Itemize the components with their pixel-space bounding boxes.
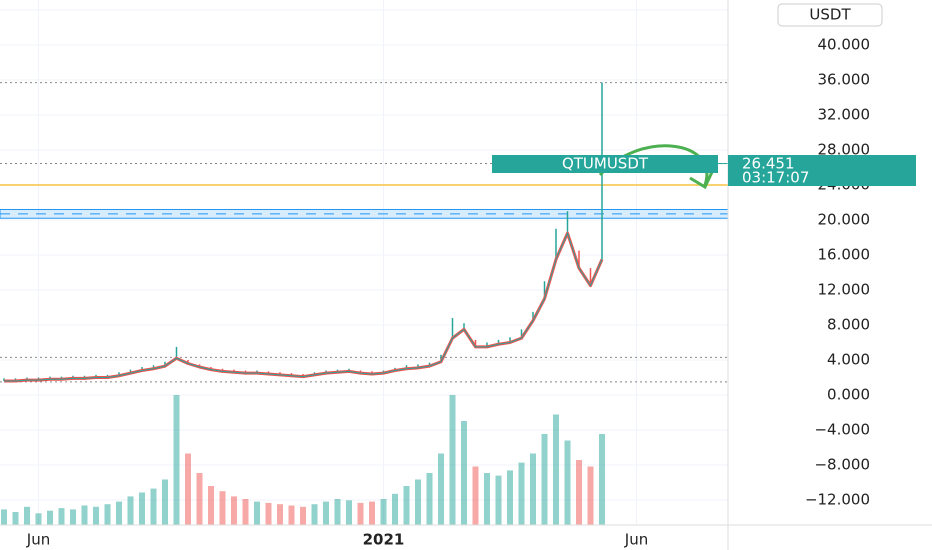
volume-bar [507, 470, 513, 525]
y-tick-label: 40.000 [818, 36, 871, 54]
volume-bar [380, 499, 387, 525]
volume-bar [449, 395, 456, 525]
volume-bar [231, 496, 237, 525]
y-tick-label: 28.000 [818, 141, 871, 159]
volume-bar [530, 453, 536, 525]
volume-bar [173, 395, 180, 525]
volume-bar [426, 473, 433, 525]
currency-label: USDT [809, 6, 851, 24]
y-tick-label: 36.000 [818, 71, 871, 89]
volume-bar [518, 462, 525, 525]
y-tick-label: −12.000 [805, 491, 870, 509]
y-tick-label: 16.000 [818, 246, 871, 264]
volume-bar [70, 509, 76, 525]
close-line-inner [4, 231, 603, 382]
volume-bar [208, 486, 214, 525]
volume-bar [242, 499, 249, 525]
volume-bar [311, 504, 318, 525]
volume-bar [185, 453, 191, 525]
last-price: 26.451 [742, 155, 795, 173]
volume-bar [58, 508, 65, 525]
volume-bar [392, 493, 398, 525]
volume-bar [139, 492, 145, 525]
volume-bar [104, 504, 111, 525]
symbol-label-box [492, 155, 718, 173]
volume-bar [254, 501, 260, 525]
volume-bar [196, 473, 203, 525]
volume-bar [47, 510, 53, 525]
currency-button[interactable] [777, 3, 883, 27]
y-tick-label: −4.000 [814, 421, 870, 439]
volume-bar [334, 499, 341, 525]
y-tick-label: 8.000 [827, 316, 870, 334]
volume-bar [484, 473, 490, 525]
volume-bar [495, 475, 502, 525]
volume-bar [1, 509, 7, 525]
volume-bar [288, 505, 295, 525]
volume-bar [265, 502, 272, 525]
x-tick-label: Jun [26, 531, 50, 549]
volume-bar [599, 434, 605, 525]
volume-bar [35, 513, 42, 525]
y-tick-label: 32.000 [818, 106, 871, 124]
volume-bar [12, 512, 19, 525]
volume-bar [541, 434, 548, 525]
volume-bar [403, 486, 410, 525]
volume-bar [93, 506, 99, 525]
x-tick-label: 2021 [363, 531, 405, 549]
y-tick-label: −8.000 [814, 456, 870, 474]
volume-bar [323, 501, 329, 525]
volume-bar [461, 421, 467, 525]
volume-bar [150, 488, 157, 525]
y-tick-label: 4.000 [827, 351, 870, 369]
volume-bar [357, 502, 364, 525]
volume-bar [576, 460, 582, 525]
arrow-head [689, 171, 714, 190]
volume-bar [219, 491, 226, 525]
volume-bar [564, 440, 571, 525]
volume-bar [300, 506, 306, 525]
volume-bar [116, 501, 122, 525]
volume-bar [277, 504, 283, 525]
x-tick-label: Jun [624, 531, 648, 549]
countdown: 03:17:07 [742, 169, 809, 187]
volume-bar [587, 466, 594, 525]
symbol-label: QTUMUSDT [562, 155, 649, 173]
last-price-box [728, 155, 916, 186]
volume-bar [24, 506, 30, 525]
y-tick-label: 12.000 [818, 281, 871, 299]
volume-bar [415, 479, 421, 525]
y-tick-label: 20.000 [818, 211, 871, 229]
volume-bar [472, 466, 479, 525]
volume-bar [162, 479, 168, 525]
volume-bar [553, 414, 559, 525]
volume-bar [346, 500, 352, 525]
volume-bar [438, 453, 444, 525]
volume-bar [127, 496, 134, 525]
volume-bar [81, 505, 88, 525]
volume-bar [369, 501, 375, 525]
y-tick-label: 0.000 [827, 386, 870, 404]
